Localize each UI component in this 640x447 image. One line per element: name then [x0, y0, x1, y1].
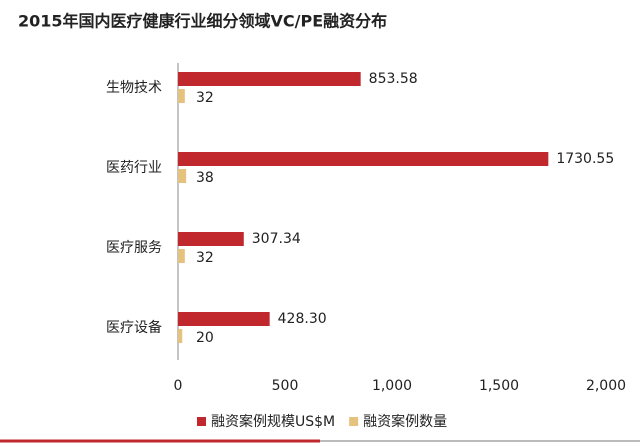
value-label: 20	[196, 330, 214, 346]
x-tick-label: 2,000	[586, 378, 626, 394]
x-tick-label: 500	[272, 378, 299, 394]
value-label: 307.34	[252, 231, 301, 247]
bar	[178, 169, 187, 183]
bar	[178, 89, 185, 103]
bar	[178, 232, 244, 246]
value-label: 853.58	[369, 71, 418, 87]
value-label: 32	[196, 250, 214, 266]
value-label: 38	[196, 170, 214, 186]
y-tick-label: 医疗服务	[106, 240, 162, 256]
value-label: 32	[196, 90, 214, 106]
bar	[178, 249, 185, 263]
bar	[178, 329, 183, 343]
value-label: 428.30	[278, 311, 327, 327]
value-label: 1730.55	[556, 151, 614, 167]
legend-swatch	[197, 417, 206, 426]
legend-label: 融资案例数量	[363, 413, 447, 430]
legend-swatch	[349, 417, 359, 426]
y-tick-label: 生物技术	[106, 80, 162, 96]
y-tick-label: 医疗设备	[106, 319, 162, 336]
x-tick-label: 1,500	[479, 378, 519, 394]
y-tick-label: 医药行业	[106, 160, 162, 176]
bar	[178, 152, 549, 166]
bar	[178, 72, 361, 86]
x-tick-label: 0	[174, 378, 183, 394]
bar	[178, 312, 270, 326]
x-tick-label: 1,000	[372, 378, 412, 394]
chart-title: 2015年国内医疗健康行业细分领域VC/PE融资分布	[18, 12, 387, 31]
legend-label: 融资案例规模US$M	[211, 413, 335, 430]
